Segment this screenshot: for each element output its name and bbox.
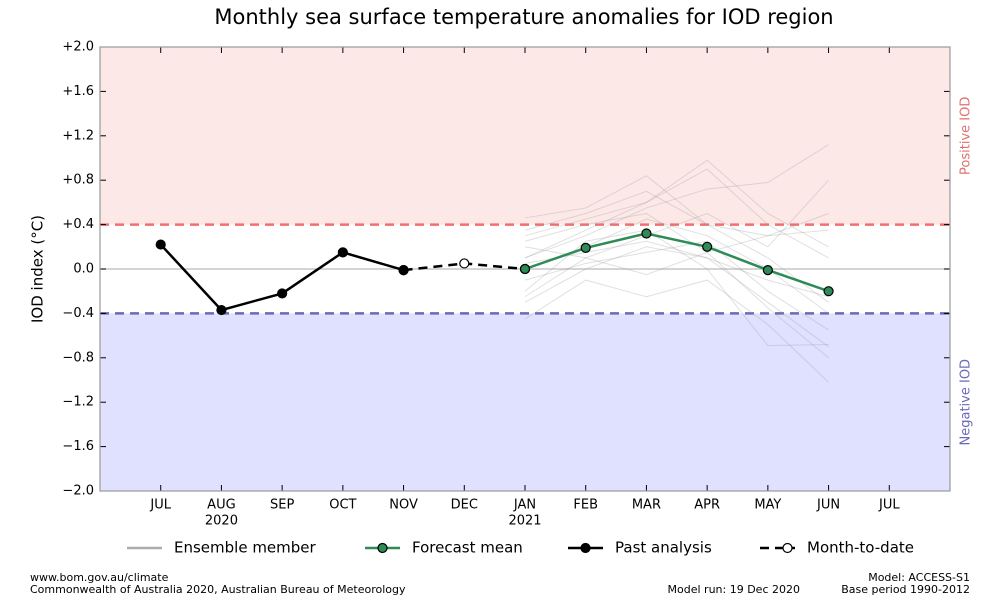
x-tick-label: JUL bbox=[149, 498, 171, 513]
legend-marker bbox=[782, 542, 793, 554]
x-tick-label: APR bbox=[694, 498, 720, 513]
plot-frame bbox=[99, 46, 951, 492]
series-marker bbox=[337, 247, 348, 258]
x-tick-label: OCT bbox=[329, 498, 356, 513]
series-marker bbox=[519, 263, 531, 275]
y-tick-label: +1.2 bbox=[62, 128, 94, 143]
y-tick-label: −0.8 bbox=[62, 350, 94, 365]
series-marker bbox=[155, 239, 166, 250]
y-tick-label: +0.8 bbox=[62, 173, 94, 188]
x-tick-label: JUN bbox=[816, 498, 840, 513]
ensemble-line bbox=[524, 179, 829, 259]
ensemble-line bbox=[524, 175, 829, 303]
footer-text: Model run: 19 Dec 2020 bbox=[668, 583, 800, 596]
legend-marker bbox=[377, 542, 388, 554]
footer-text: www.bom.gov.au/climate bbox=[30, 571, 169, 584]
ensemble-line bbox=[524, 240, 829, 298]
x-tick-label: SEP bbox=[270, 498, 294, 513]
legend-marker bbox=[580, 542, 591, 554]
chart-title: Monthly sea surface temperature anomalie… bbox=[214, 5, 833, 29]
y-tick-label: +1.6 bbox=[62, 84, 94, 99]
ensemble-line bbox=[524, 168, 829, 259]
ensemble-line bbox=[524, 159, 829, 248]
x-tick-label: FEB bbox=[573, 498, 598, 513]
x-tick-label: MAY bbox=[754, 498, 781, 513]
legend-label: Forecast mean bbox=[412, 539, 523, 557]
footer-text: Commonwealth of Australia 2020, Australi… bbox=[30, 583, 406, 596]
series-marker bbox=[641, 228, 652, 239]
x-tick-label: AUG bbox=[207, 498, 235, 513]
x-tick-label: DEC bbox=[451, 498, 478, 513]
y-tick-label: −1.6 bbox=[62, 439, 94, 454]
y-tick-label: 0.0 bbox=[73, 262, 94, 277]
y-tick-label: −1.2 bbox=[62, 395, 94, 410]
x-tick-label: NOV bbox=[389, 498, 418, 513]
legend-label: Month-to-date bbox=[807, 539, 914, 557]
ensemble-line bbox=[524, 229, 829, 298]
legend-label: Ensemble member bbox=[174, 539, 317, 557]
x-tick-label: JAN bbox=[513, 498, 536, 513]
y-axis-label: IOD index (°C) bbox=[29, 215, 47, 323]
x-tick-label: JUL bbox=[878, 498, 900, 513]
legend-label: Past analysis bbox=[615, 539, 712, 557]
series-marker bbox=[459, 258, 470, 269]
y-tick-label: +2.0 bbox=[62, 40, 94, 55]
x-tick-sublabel: 2020 bbox=[205, 514, 238, 529]
y-tick-label: −0.4 bbox=[62, 306, 94, 321]
y-tick-label: +0.4 bbox=[62, 217, 94, 232]
ensemble-line bbox=[524, 144, 829, 259]
series-marker bbox=[702, 241, 713, 252]
series-marker bbox=[216, 304, 227, 316]
region-label: Positive IOD bbox=[959, 97, 974, 175]
y-tick-label: −2.0 bbox=[62, 484, 94, 499]
iod-region bbox=[100, 47, 950, 225]
series-marker bbox=[398, 265, 409, 276]
x-tick-sublabel: 2021 bbox=[508, 514, 541, 529]
ensemble-line bbox=[524, 246, 829, 348]
ensemble-line bbox=[524, 212, 829, 359]
footer-text: Model: ACCESS-S1 bbox=[868, 571, 970, 584]
ensemble-line bbox=[524, 279, 829, 383]
series-line bbox=[524, 232, 829, 293]
series-marker bbox=[580, 242, 591, 254]
ensemble-line bbox=[524, 240, 829, 331]
x-tick-label: MAR bbox=[632, 498, 661, 513]
region-label: Negative IOD bbox=[959, 359, 974, 446]
series-marker bbox=[277, 288, 288, 299]
series-line bbox=[159, 243, 404, 312]
series-marker bbox=[823, 286, 834, 297]
iod-region bbox=[100, 313, 950, 491]
ensemble-line bbox=[524, 229, 829, 347]
series-marker bbox=[762, 265, 773, 276]
ensemble-line bbox=[524, 190, 829, 237]
footer-text: Base period 1990-2012 bbox=[841, 583, 970, 596]
